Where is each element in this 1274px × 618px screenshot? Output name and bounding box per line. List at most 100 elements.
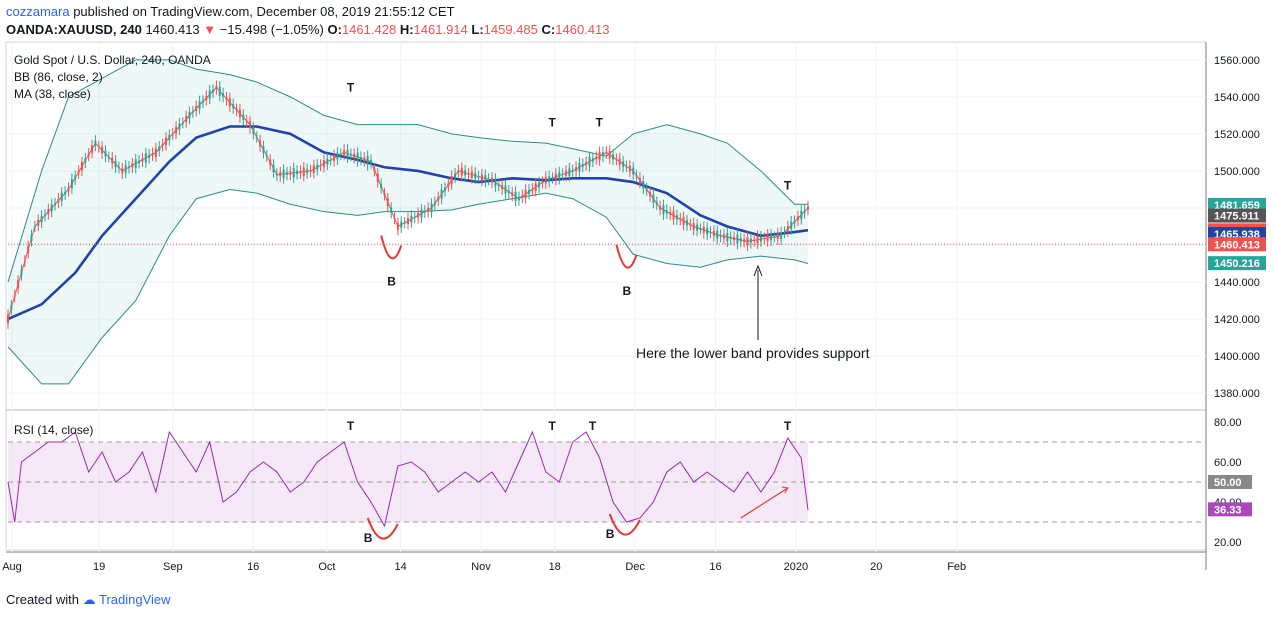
candle-body — [366, 155, 369, 166]
candle-body — [285, 172, 288, 175]
candle-body — [561, 173, 564, 175]
legend-ma: MA (38, close) — [14, 87, 91, 101]
candle-body — [94, 140, 97, 146]
candle-body — [222, 93, 225, 97]
candle-body — [275, 173, 278, 176]
candle-body — [154, 148, 157, 157]
last-price: 1460.413 — [145, 22, 200, 37]
candle-body — [685, 220, 688, 226]
candle-body — [692, 223, 695, 230]
candle-body — [517, 197, 520, 201]
candle-body — [218, 86, 221, 96]
candle-body — [632, 167, 635, 175]
annotation-text: Here the lower band provides support — [636, 345, 870, 361]
candle-body — [370, 160, 373, 164]
candle-body — [615, 158, 618, 160]
x-tick-label: Nov — [471, 561, 491, 573]
candle-body — [57, 198, 60, 203]
candle-body — [195, 105, 198, 111]
candle-body — [185, 116, 188, 122]
x-tick-label: 2020 — [784, 561, 808, 573]
candle-body — [588, 157, 591, 167]
candle-body — [74, 176, 77, 180]
candle-body — [470, 171, 473, 178]
candle-body — [575, 167, 578, 172]
candle-body — [259, 140, 262, 147]
candle-body — [312, 165, 315, 173]
candle-body — [507, 190, 510, 194]
candle-body — [689, 224, 692, 226]
rsi-marker-b: B — [364, 531, 373, 545]
rsi-title: RSI (14, close) — [14, 423, 93, 437]
candle-body — [679, 218, 682, 220]
rsi-marker-b: B — [606, 527, 615, 541]
candle-body — [662, 205, 665, 215]
candle-body — [208, 90, 211, 99]
candle-body — [356, 152, 359, 162]
candle-body — [645, 188, 648, 191]
series-bb-upper — [7, 59, 808, 283]
candle-body — [333, 155, 336, 161]
candle-body — [329, 159, 332, 161]
candle-body — [443, 187, 446, 192]
candle-body — [605, 151, 608, 154]
candle-body — [699, 228, 702, 230]
rsi-marker-t: T — [347, 419, 355, 433]
candle-body — [225, 97, 228, 100]
candle-body — [30, 235, 33, 241]
candle-body — [474, 172, 477, 179]
rsi-value-text: 50.00 — [1214, 477, 1242, 489]
candle-body — [77, 170, 80, 174]
marker-t: T — [549, 115, 557, 129]
candle-body — [544, 176, 547, 184]
candle-body — [373, 168, 376, 172]
candle-body — [598, 151, 601, 161]
candle-body — [511, 192, 514, 196]
candle-body — [484, 175, 487, 182]
marker-b: B — [387, 275, 396, 289]
author-link[interactable]: cozzamara — [6, 4, 70, 19]
candle-body — [7, 314, 9, 324]
candle-body — [736, 234, 739, 244]
price-label-box — [1208, 237, 1266, 252]
candle-body — [669, 212, 672, 215]
candle-body — [538, 182, 541, 188]
candle-body — [464, 170, 467, 176]
candle-body — [413, 216, 416, 218]
candle-body — [531, 188, 534, 191]
candle-body — [158, 146, 161, 151]
candle-body — [101, 146, 104, 154]
candle-body — [97, 146, 100, 148]
low-value: 1459.485 — [483, 22, 538, 37]
candle-body — [457, 170, 460, 172]
candle-body — [649, 192, 652, 197]
candle-body — [359, 156, 362, 160]
candle-body — [776, 233, 779, 240]
candle-body — [743, 239, 746, 242]
candle-body — [188, 112, 191, 119]
candle-body — [148, 154, 151, 158]
price-label-text: 1450.216 — [1214, 258, 1260, 270]
candle-body — [168, 135, 171, 141]
candle-body — [17, 280, 20, 289]
marker-b: B — [622, 284, 631, 298]
candle-body — [528, 189, 531, 194]
candle-body — [27, 246, 30, 253]
candle-body — [783, 231, 786, 233]
candle-body — [759, 236, 762, 242]
candle-body — [716, 230, 719, 239]
candle-body — [265, 155, 268, 157]
x-tick-label: 20 — [870, 561, 882, 573]
rsi-divergence-arrowhead — [781, 486, 789, 494]
candle-body — [376, 173, 379, 183]
candle-body — [786, 226, 789, 232]
candle-body — [339, 153, 342, 155]
tradingview-link[interactable]: TradingView — [99, 592, 171, 607]
candle-body — [70, 179, 73, 189]
candle-body — [20, 270, 23, 276]
candle-body — [558, 172, 561, 179]
candle-body — [13, 295, 16, 297]
candle-body — [460, 168, 463, 176]
price-label-text: 1460.413 — [1214, 239, 1260, 251]
chart-svg[interactable]: Aug 19 Sep 16 Oct 14 Nov 18 Dec 16 2020 20 Feb1380.0… — [0, 40, 1274, 586]
